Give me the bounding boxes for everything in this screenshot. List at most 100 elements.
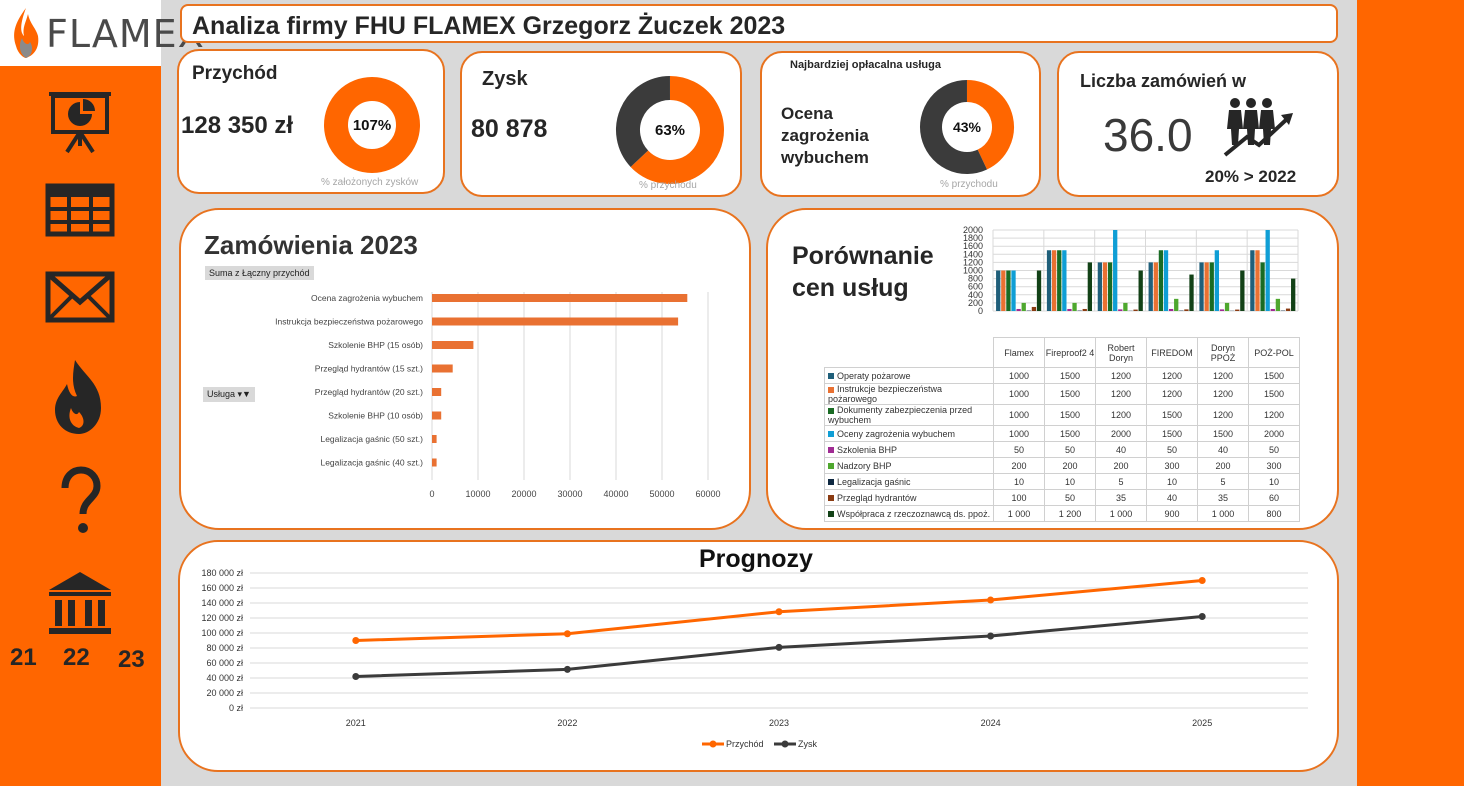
price-table-cell: 2000 (1095, 425, 1147, 442)
forecast-point (1198, 577, 1206, 584)
price-table-row: Przegląd hydrantów 100 50 35 40 35 60 (824, 489, 1300, 506)
price-bar (1046, 250, 1052, 311)
price-y-tick: 1400 (963, 249, 983, 259)
price-table-cell: 1000 (993, 425, 1045, 442)
price-bar (1021, 302, 1026, 311)
orders-card: Liczba zamówień w 36.0 20% > 2022 (1057, 51, 1339, 197)
profit-card: Zysk 80 878 63% % przychodu (460, 51, 742, 197)
price-table-cell: 50 (1248, 441, 1300, 458)
forecast-point (563, 665, 571, 673)
price-bar (1107, 262, 1113, 311)
price-bar (1250, 250, 1255, 311)
orders-bar (432, 411, 442, 420)
orders-chart-title: Zamówienia 2023 (204, 230, 418, 260)
forecast-title: Prognozy (699, 545, 813, 573)
price-table-cell: 1500 (1146, 404, 1198, 426)
price-table-company: Doryn PPOŻ (1197, 337, 1249, 368)
forecast-y-tick: 40 000 zł (206, 673, 243, 683)
service-filter-label: Usługa (207, 389, 236, 399)
year-2021-button[interactable]: 21 (10, 644, 37, 671)
profit-title: Zysk (482, 68, 528, 90)
price-y-tick: 0 (978, 306, 983, 316)
profit-donut: 63% (616, 76, 724, 184)
price-y-tick: 800 (968, 274, 983, 284)
forecast-x-tick: 2024 (981, 718, 1001, 728)
price-table-cell: 1 000 (1095, 505, 1147, 522)
year-2023-button[interactable]: 23 (118, 646, 145, 673)
price-bar (1224, 302, 1230, 311)
profit-pct: 63% (655, 122, 685, 139)
revenue-donut: 107% (324, 77, 420, 173)
flame-icon[interactable] (45, 358, 115, 436)
price-table-cell: 1500 (1197, 425, 1249, 442)
price-table-cell: 1500 (1146, 425, 1198, 442)
price-table-row: Instrukcje bezpieczeństwa pożarowego 1000… (824, 383, 1300, 405)
question-icon[interactable] (45, 466, 115, 536)
price-table-row: Dokumenty zabezpieczenia przed wybuchem 1… (824, 404, 1300, 426)
price-table-cell: 1200 (1095, 383, 1147, 405)
price-bar (1072, 302, 1077, 311)
price-series-name: Oceny zagrożenia wybuchem (837, 428, 956, 439)
price-table-cell: 5 (1095, 473, 1147, 490)
service-filter-button[interactable]: Usługa ▾▼ (203, 387, 255, 402)
price-table-cell: 1200 (1146, 383, 1198, 405)
price-table-cell: 35 (1197, 489, 1249, 506)
forecast-y-tick: 80 000 zł (206, 643, 243, 653)
price-bar (1158, 250, 1164, 311)
price-table-cell: 2000 (1248, 425, 1300, 442)
price-table-cell: 1 000 (1197, 505, 1249, 522)
price-bar (1133, 309, 1138, 311)
price-table-row: Współpraca z rzeczoznawcą ds. ppoż. 1 000… (824, 505, 1300, 522)
bank-icon[interactable] (45, 570, 115, 640)
price-table-cell: 200 (1044, 457, 1096, 474)
orders-bar (432, 364, 453, 373)
price-table-cell: 50 (993, 441, 1045, 458)
price-bar (1214, 250, 1219, 311)
forecast-point (775, 643, 783, 651)
pivot-field-button[interactable]: Suma z Łączny przychód (205, 266, 314, 280)
price-table-cell: 10 (993, 473, 1045, 490)
table-icon[interactable] (45, 178, 115, 248)
price-table-row: Szkolenia BHP 50 50 40 50 40 50 (824, 441, 1300, 458)
orders-category-label: Szkolenie BHP (10 osób) (328, 411, 423, 421)
profit-value: 80 878 (471, 115, 548, 143)
price-bar (1240, 270, 1245, 311)
page-title: Analiza firmy FHU FLAMEX Grzegorz Żuczek… (192, 12, 786, 40)
price-table-cell: 40 (1197, 441, 1249, 458)
price-table: Flamex Fireproof2 4 Robert Doryn FIREDOM Dor… (824, 337, 1300, 522)
price-table-row: Operaty pożarowe 1000 1500 1200 1200 1200 1500 (824, 367, 1300, 384)
best-service-caption: % przychodu (940, 179, 998, 190)
forecast-legend-label: Przychód (726, 739, 764, 749)
price-table-company: Flamex (993, 337, 1045, 368)
price-bar (1168, 308, 1174, 311)
price-bar (1209, 262, 1214, 311)
price-table-cell: 50 (1044, 489, 1096, 506)
best-service-card: Najbardziej opłacalna usługa Ocena zagro… (760, 51, 1041, 197)
envelope-icon[interactable] (45, 262, 115, 332)
price-y-tick: 1800 (963, 233, 983, 243)
orders-category-label: Szkolenie BHP (15 osób) (328, 340, 423, 350)
forecast-y-tick: 0 zł (229, 703, 243, 713)
price-table-header: Flamex Fireproof2 4 Robert Doryn FIREDOM Dor… (825, 337, 1300, 368)
price-table-cell: 35 (1095, 489, 1147, 506)
orders-x-tick: 0 (429, 489, 434, 499)
orders-value: 36.0 (1103, 109, 1193, 161)
price-bar (1189, 274, 1194, 311)
forecast-card: Prognozy (178, 540, 1339, 772)
price-table-cell: 10 (1146, 473, 1198, 490)
year-2022-button[interactable]: 22 (63, 644, 90, 671)
forecast-point (352, 637, 360, 644)
price-bar (1184, 309, 1189, 311)
forecast-point (987, 596, 995, 604)
orders-x-tick: 30000 (557, 489, 582, 499)
price-table-cell: 1200 (1197, 367, 1249, 384)
forecast-legend-marker (781, 740, 789, 748)
forecast-point (563, 630, 571, 638)
price-table-cell: 1500 (1044, 383, 1096, 405)
price-y-tick: 2000 (963, 225, 983, 235)
orders-bar (432, 294, 688, 302)
legend-swatch (828, 495, 834, 502)
price-table-cell: 1200 (1197, 404, 1249, 426)
legend-swatch (828, 511, 834, 518)
presentation-chart-icon[interactable] (45, 88, 115, 158)
